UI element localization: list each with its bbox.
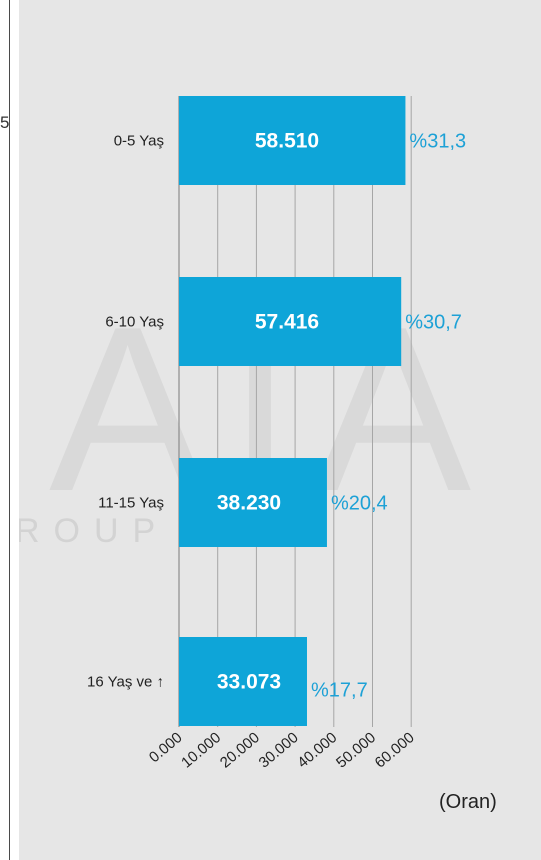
x-tick-label: 40.000 [294, 729, 340, 772]
bar [179, 277, 402, 366]
value-label: 33.073 [217, 671, 281, 694]
percent-label: %31,3 [409, 131, 466, 153]
bar [179, 458, 327, 547]
chart-panel: ATA ROUP 0.000 10.000 20.000 30.000 40.000 50… [19, 0, 541, 860]
x-tick-label: 10.000 [178, 729, 224, 772]
value-label: 57.416 [255, 311, 319, 334]
bar [179, 637, 307, 726]
left-divider-line [9, 0, 10, 860]
cropped-text: 5 [0, 113, 10, 132]
grid-lines [178, 96, 412, 727]
x-tick-label: 50.000 [333, 729, 379, 772]
watermark-small: ROUP [19, 512, 169, 550]
category-label: 11-15 Yaş [98, 495, 164, 512]
value-label: 38.230 [217, 492, 281, 515]
category-label: 16 Yaş ve ↑ [87, 674, 164, 691]
x-axis-unit-label: (Oran) [439, 791, 497, 813]
category-label: 0-5 Yaş [114, 133, 164, 150]
x-tick-label: 60.000 [372, 729, 418, 772]
bar-chart: ATA ROUP 0.00010.00020.00030.00040.00050… [19, 96, 497, 813]
percent-label: %20,4 [331, 493, 388, 515]
percent-label: %17,7 [311, 680, 368, 702]
x-tick-label: 20.000 [217, 729, 263, 772]
category-label: 6-10 Yaş [105, 314, 164, 331]
percent-label: %30,7 [405, 312, 462, 334]
value-label: 58.510 [255, 130, 319, 153]
x-tick-label: 30.000 [256, 729, 302, 772]
bar [179, 96, 406, 185]
bars [179, 96, 406, 726]
